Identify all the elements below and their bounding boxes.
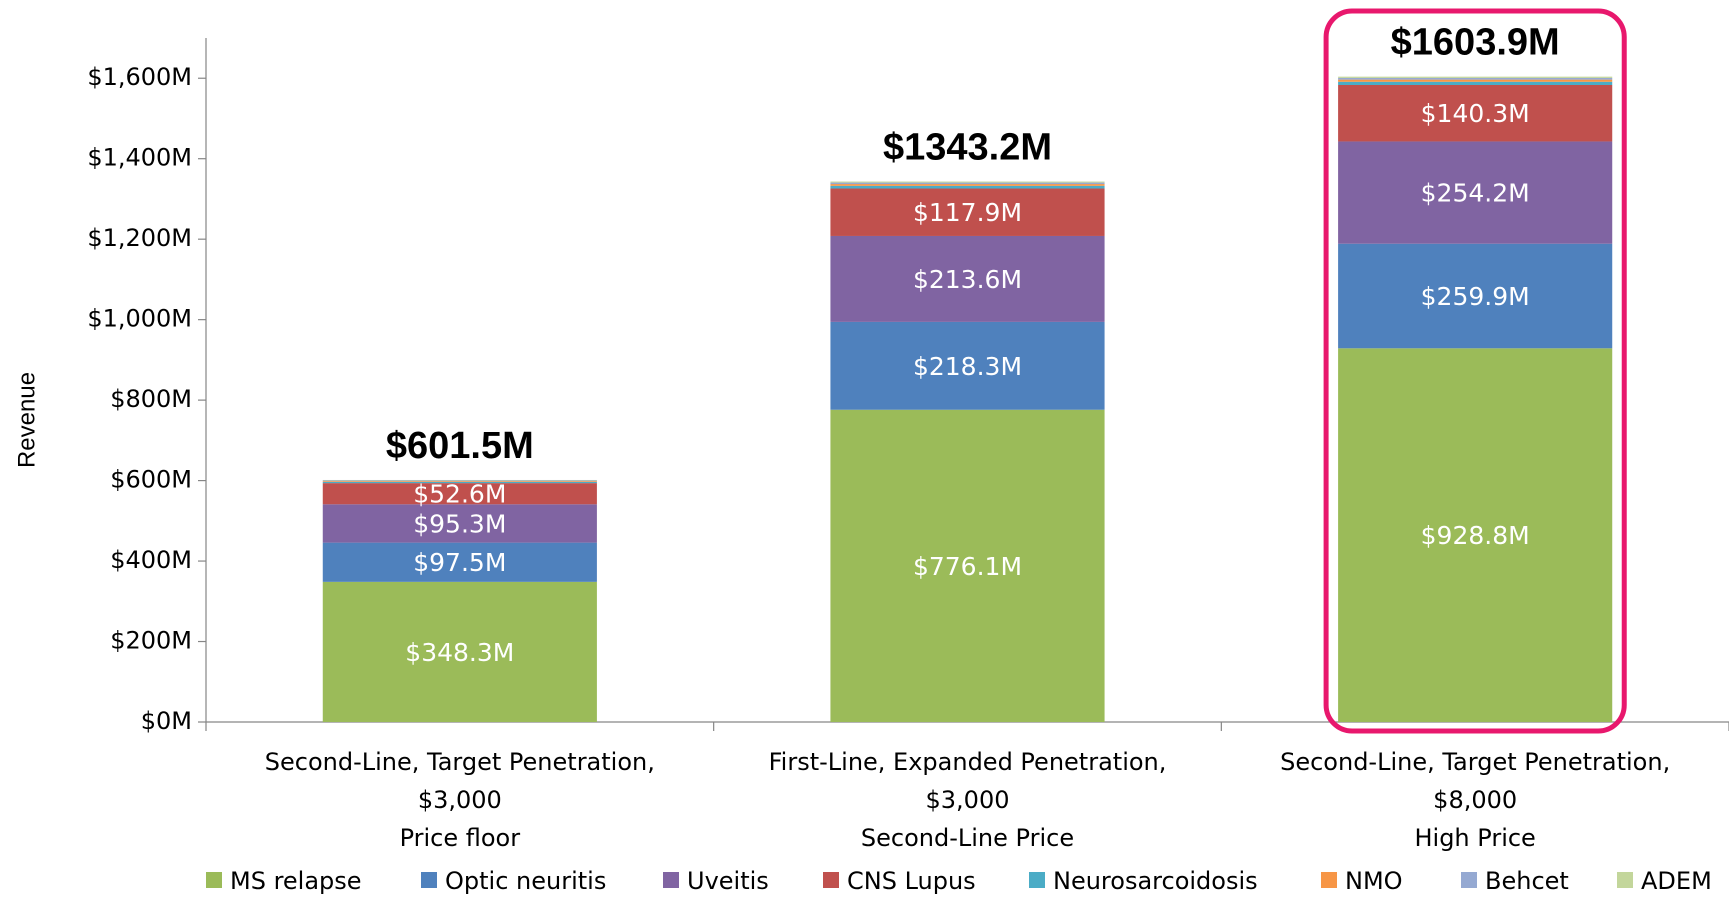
x-tick-label: Second-Line, Target Penetration, — [265, 748, 655, 776]
x-tick-label: $3,000 — [418, 786, 502, 814]
value-label: $254.2M — [1421, 179, 1530, 208]
y-tick-label: $1,000M — [87, 305, 192, 333]
legend-label: Neurosarcoidosis — [1053, 867, 1258, 895]
legend-swatch — [1617, 872, 1633, 888]
legend-swatch — [1461, 872, 1477, 888]
y-tick-label: $1,200M — [87, 224, 192, 252]
value-label: $218.3M — [913, 352, 1022, 381]
bar-segment — [830, 182, 1105, 185]
bar-segment — [1338, 79, 1613, 82]
legend-label: NMO — [1345, 867, 1403, 895]
value-label: $52.6M — [413, 480, 506, 509]
bar-segment — [830, 184, 1105, 186]
bar-segment — [1338, 348, 1613, 722]
value-label: $97.5M — [413, 548, 506, 577]
bar-segment — [830, 409, 1105, 722]
bar-segment — [830, 181, 1105, 183]
legend-swatch — [663, 872, 679, 888]
highlight-box — [1323, 8, 1627, 734]
legend-label: Optic neuritis — [445, 867, 606, 895]
bar-segment — [830, 188, 1105, 236]
y-tick-label: $400M — [110, 546, 192, 574]
x-tick-label: Second-Line Price — [861, 824, 1074, 852]
x-tick-label: Price floor — [400, 824, 521, 852]
y-tick-label: $800M — [110, 385, 192, 413]
bar-segment — [1338, 84, 1613, 142]
bar-segment — [322, 480, 597, 482]
total-label: $601.5M — [386, 425, 534, 467]
value-label: $776.1M — [913, 552, 1022, 581]
legend-swatch — [823, 872, 839, 888]
legend-label: Uveitis — [687, 867, 769, 895]
bar-segment — [322, 481, 597, 482]
bar-segment — [322, 581, 597, 722]
y-axis-label: Revenue — [13, 372, 40, 468]
value-label: $117.9M — [913, 198, 1022, 227]
bar-segment — [1338, 81, 1613, 85]
bar-segment — [322, 481, 597, 484]
bar-segment — [830, 321, 1105, 410]
bar-segment — [830, 235, 1105, 322]
legend-swatch — [1029, 872, 1045, 888]
value-label: $259.9M — [1421, 282, 1530, 311]
legend-label: MS relapse — [230, 867, 362, 895]
value-label: $140.3M — [1421, 99, 1530, 128]
bar-segment — [1338, 243, 1613, 349]
y-tick-label: $1,400M — [87, 144, 192, 172]
value-label: $348.3M — [405, 638, 514, 667]
bar-segment — [322, 483, 597, 505]
legend-label: Behcet — [1485, 867, 1569, 895]
x-tick-label: First-Line, Expanded Penetration, — [769, 748, 1167, 776]
value-label: $928.8M — [1421, 521, 1530, 550]
bar-segment — [322, 542, 597, 582]
x-tick-label: Second-Line, Target Penetration, — [1280, 748, 1670, 776]
legend-swatch — [1321, 872, 1337, 888]
legend-swatch — [421, 872, 437, 888]
y-tick-label: $0M — [141, 707, 192, 735]
value-label: $95.3M — [413, 509, 506, 538]
value-label: $213.6M — [913, 265, 1022, 294]
x-tick-label: $8,000 — [1433, 786, 1517, 814]
bar-segment — [830, 185, 1105, 189]
y-tick-label: $1,600M — [87, 63, 192, 91]
bar-segment — [1338, 76, 1613, 78]
legend-label: ADEM — [1641, 867, 1712, 895]
y-tick-label: $200M — [110, 627, 192, 655]
bar-segment — [1338, 77, 1613, 80]
x-tick-label: High Price — [1414, 824, 1535, 852]
x-tick-label: $3,000 — [926, 786, 1010, 814]
y-tick-label: $600M — [110, 466, 192, 494]
total-label: $1603.9M — [1391, 22, 1560, 64]
legend-swatch — [206, 872, 222, 888]
bar-segment — [1338, 141, 1613, 244]
total-label: $1343.2M — [883, 127, 1052, 169]
bar-segment — [322, 504, 597, 543]
legend-label: CNS Lupus — [847, 867, 976, 895]
